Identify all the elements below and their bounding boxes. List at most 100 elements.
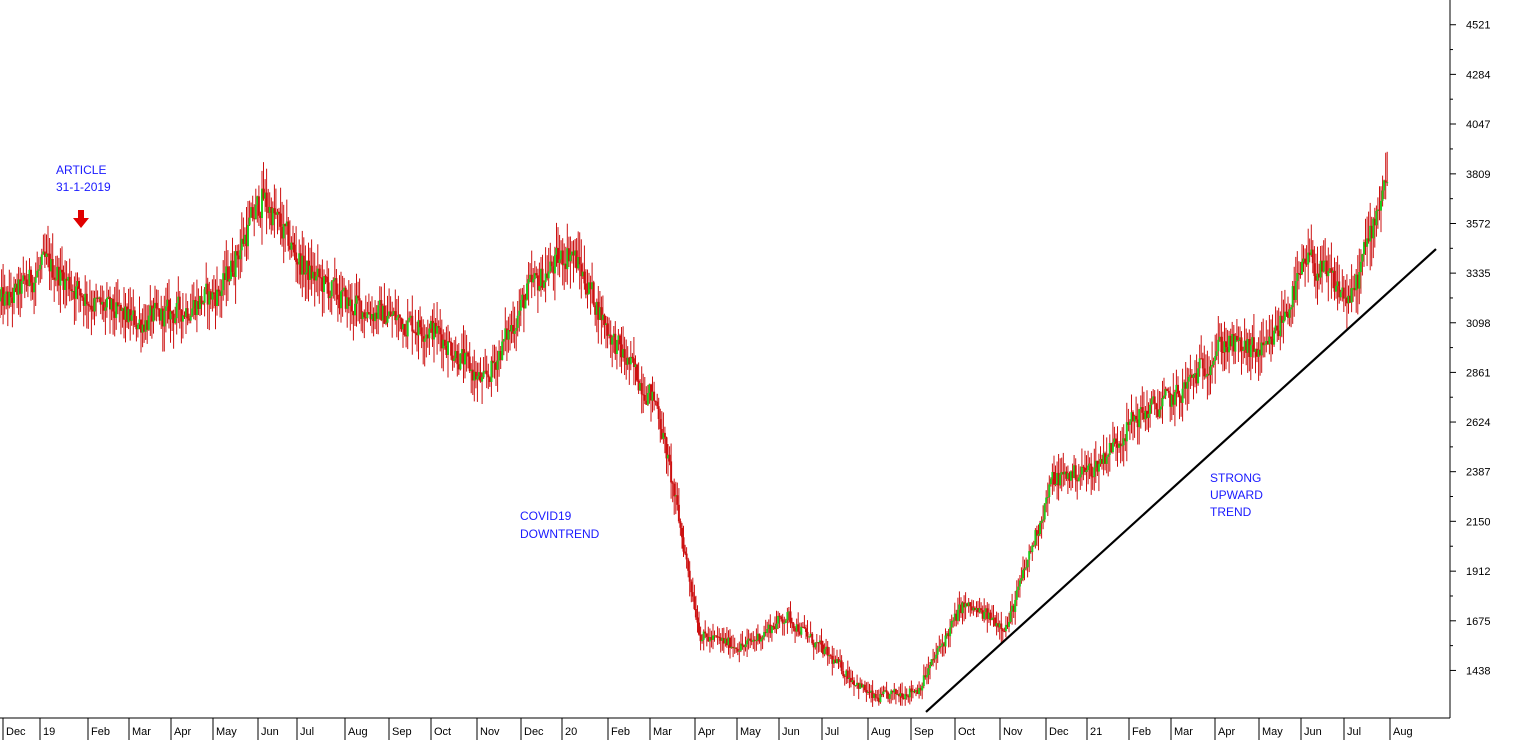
candle-body: [143, 324, 146, 332]
candle-body: [870, 690, 873, 693]
candle-body: [132, 310, 135, 315]
candle-body: [818, 640, 821, 643]
candle-body: [476, 376, 479, 380]
x-tick-label: Feb: [1132, 726, 1151, 738]
candle-body: [130, 315, 133, 321]
candle-body: [0, 287, 3, 298]
x-tick-label: Jun: [261, 726, 279, 738]
candle-body: [346, 297, 349, 309]
candle-body: [877, 698, 880, 703]
candle-body: [981, 610, 984, 619]
candle-body: [535, 273, 538, 276]
candle-body: [730, 646, 733, 648]
candle-body: [1059, 474, 1062, 486]
candle-body: [1138, 409, 1141, 428]
candle-body: [276, 211, 279, 215]
candle-body: [284, 224, 287, 227]
candle-body: [671, 482, 674, 484]
candle-body: [1071, 471, 1074, 478]
candle-body: [1099, 459, 1102, 464]
candle-body: [183, 315, 186, 317]
candle-body: [397, 314, 400, 318]
candle-body: [282, 224, 285, 239]
candle-body: [87, 304, 90, 306]
x-tick-label: 19: [43, 726, 55, 738]
candle-body: [808, 636, 811, 638]
candle-body: [681, 527, 683, 538]
candle-body: [657, 406, 660, 419]
candle-body: [837, 659, 840, 662]
candle-body: [1364, 242, 1367, 247]
candle-body: [654, 400, 657, 402]
candle-body: [1263, 344, 1266, 346]
candle-body: [632, 358, 635, 367]
candle-body: [1090, 463, 1093, 477]
candle-body: [274, 213, 277, 215]
candle-body: [1218, 336, 1221, 340]
candle-body: [243, 234, 246, 244]
candle-body: [1280, 315, 1283, 323]
candle-body: [778, 615, 781, 617]
candle-body: [879, 694, 882, 703]
candle-body: [987, 612, 990, 619]
candle-body: [220, 290, 223, 296]
candle-body: [614, 333, 617, 354]
candle-body: [273, 208, 276, 214]
candle-body: [1068, 473, 1071, 481]
candle-body: [955, 613, 958, 621]
candle-body: [898, 694, 900, 697]
candle-body: [448, 341, 451, 343]
candle-body: [938, 646, 941, 649]
candle-body: [50, 259, 53, 272]
candle-body: [975, 608, 978, 610]
x-tick-label: Jul: [300, 726, 314, 738]
candle-body: [524, 299, 527, 309]
candle-body: [550, 261, 553, 267]
candle-body: [214, 294, 217, 306]
candle-body: [885, 690, 888, 693]
candle-body: [1113, 438, 1116, 443]
candle-body: [1260, 342, 1263, 356]
candle-body: [1330, 268, 1333, 273]
candle-body: [1042, 519, 1045, 521]
candle-body: [756, 633, 759, 641]
candle-body: [839, 660, 842, 662]
candle-body: [34, 277, 37, 283]
candle-body: [1139, 407, 1142, 410]
candle-body: [437, 326, 440, 328]
candle-body: [481, 377, 484, 382]
candle-body: [859, 683, 862, 689]
candle-body: [28, 269, 31, 286]
candle-body: [577, 257, 580, 269]
candle-body: [1353, 287, 1356, 291]
x-tick-label: Feb: [91, 726, 110, 738]
candle-body: [784, 620, 787, 623]
candle-body: [1254, 348, 1257, 352]
candle-body: [90, 305, 93, 310]
candle-body: [73, 291, 76, 299]
candle-body: [626, 357, 629, 365]
candle-body: [682, 537, 685, 552]
candle-body: [612, 333, 615, 338]
candle-body: [1270, 336, 1272, 339]
candle-body: [1220, 336, 1223, 352]
candle-body: [107, 296, 110, 298]
candle-body: [1370, 225, 1373, 239]
candle-body: [155, 302, 158, 309]
x-tick-label: Mar: [653, 726, 672, 738]
candle-body: [434, 322, 437, 334]
candle-body: [305, 260, 308, 273]
candle-body: [1262, 342, 1265, 346]
candle-body: [865, 690, 868, 693]
candle-body: [171, 311, 174, 314]
candle-body: [795, 624, 798, 632]
x-tick-label: Dec: [6, 726, 26, 738]
candle-body: [113, 311, 116, 318]
candle-body: [1341, 287, 1344, 292]
candle-body: [443, 339, 446, 346]
candle-body: [1056, 472, 1059, 484]
candle-body: [538, 286, 541, 291]
x-axis: Dec 19 Feb Mar Apr May Jun Jul Aug Sep Oct Nov Dec 20…: [2, 718, 1413, 740]
candle-body: [482, 371, 485, 378]
candle-body: [13, 287, 15, 303]
